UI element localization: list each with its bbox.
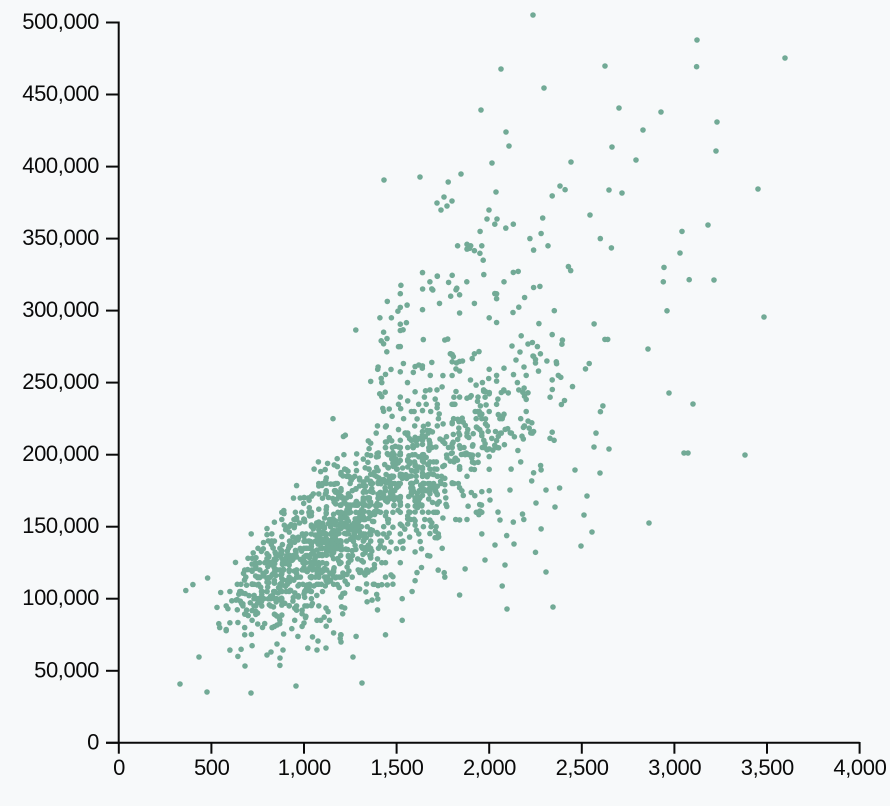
svg-text:350,000: 350,000 xyxy=(22,225,99,250)
svg-text:450,000: 450,000 xyxy=(22,81,99,106)
svg-text:2,500: 2,500 xyxy=(556,755,609,780)
svg-text:500: 500 xyxy=(194,755,230,780)
svg-text:3,000: 3,000 xyxy=(648,755,701,780)
svg-text:0: 0 xyxy=(113,755,125,780)
svg-text:500,000: 500,000 xyxy=(22,9,99,34)
svg-text:2,000: 2,000 xyxy=(463,755,516,780)
svg-text:150,000: 150,000 xyxy=(22,513,99,538)
svg-text:300,000: 300,000 xyxy=(22,297,99,322)
svg-text:4,000: 4,000 xyxy=(833,755,886,780)
svg-text:0: 0 xyxy=(87,729,99,754)
svg-text:50,000: 50,000 xyxy=(34,657,99,682)
svg-text:400,000: 400,000 xyxy=(22,153,99,178)
svg-text:200,000: 200,000 xyxy=(22,441,99,466)
svg-text:3,500: 3,500 xyxy=(741,755,794,780)
svg-text:100,000: 100,000 xyxy=(22,585,99,610)
svg-text:1,000: 1,000 xyxy=(278,755,331,780)
svg-text:1,500: 1,500 xyxy=(370,755,423,780)
svg-text:250,000: 250,000 xyxy=(22,369,99,394)
